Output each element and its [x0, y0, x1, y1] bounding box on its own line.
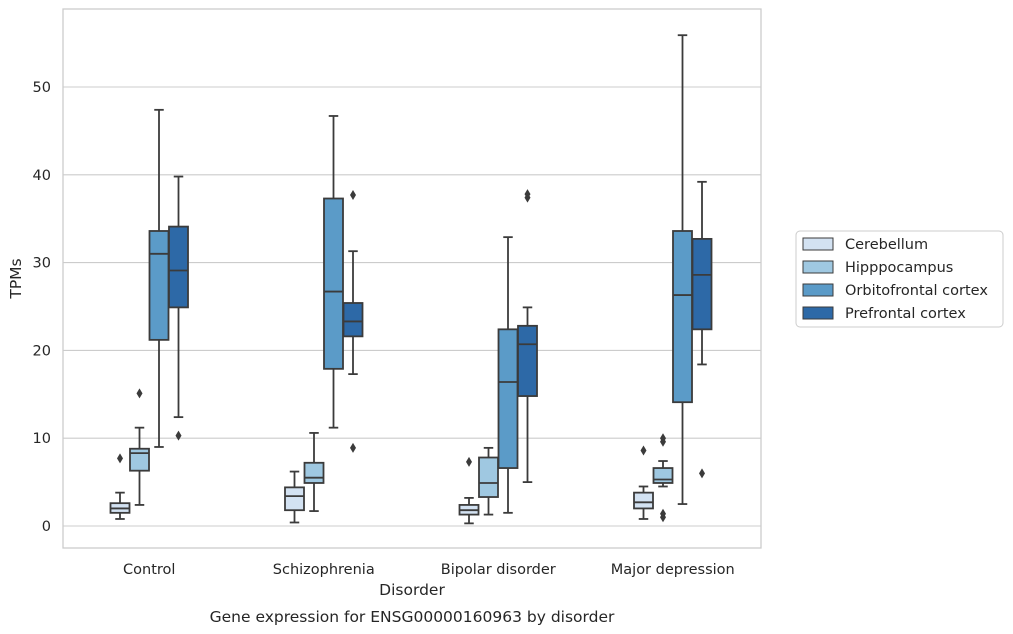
legend-label: Hipppocampus — [845, 260, 953, 276]
box-iqr — [497, 328, 519, 469]
y-axis-label: TPMs — [7, 258, 25, 299]
y-tick-label: 40 — [33, 168, 51, 184]
box-iqr — [633, 491, 654, 510]
box-group — [168, 175, 189, 441]
box-iqr — [284, 486, 305, 512]
box-iqr — [517, 324, 538, 397]
box-iqr — [303, 461, 325, 484]
legend-label: Orbitofrontal cortex — [845, 283, 988, 299]
box-group — [342, 189, 364, 453]
legend: Cerebellum Hipppocampus Orbitofrontal cort… — [795, 230, 1004, 328]
chart-caption: Gene expression for ENSG00000160963 by d… — [210, 608, 615, 626]
box-iqr — [342, 302, 364, 338]
box-iqr — [148, 230, 170, 341]
outlier-point — [350, 189, 356, 200]
x-tick-label: Major depression — [611, 562, 735, 578]
legend-swatch — [802, 306, 834, 320]
box-iqr — [672, 230, 693, 404]
x-tick-labels: Control Schizophrenia Bipolar disorder Majo… — [123, 562, 735, 578]
box-group — [652, 433, 674, 523]
outlier-point — [136, 388, 143, 399]
outlier-point — [175, 430, 182, 441]
legend-label: Cerebellum — [845, 237, 928, 253]
legend-swatch — [802, 283, 834, 297]
outlier-point — [660, 433, 666, 444]
box-group — [284, 470, 305, 524]
y-tick-label: 50 — [33, 80, 51, 96]
x-tick-label: Control — [123, 562, 175, 578]
outlier-point — [466, 456, 472, 467]
y-tick-labels: 0 10 20 30 40 50 — [33, 80, 51, 535]
y-tick-label: 10 — [33, 431, 51, 447]
box-group — [323, 115, 344, 429]
box-groups — [109, 34, 713, 525]
box-group — [478, 446, 499, 516]
y-tick-label: 20 — [33, 343, 51, 359]
box-group — [672, 34, 693, 505]
legend-swatch — [802, 237, 834, 251]
outlier-point — [699, 468, 705, 479]
box-group — [517, 189, 538, 484]
outlier-point — [524, 189, 531, 200]
box-iqr — [129, 447, 150, 472]
legend-frame — [795, 230, 1004, 328]
box-iqr — [323, 197, 344, 370]
y-tick-label: 30 — [33, 256, 51, 272]
box-group — [497, 236, 519, 514]
box-group — [458, 456, 480, 525]
x-tick-label: Schizophrenia — [273, 562, 375, 578]
legend-label: Prefrontal cortex — [845, 306, 966, 322]
box-group — [691, 180, 713, 479]
box-group — [303, 432, 325, 512]
outlier-point — [660, 508, 666, 519]
box-iqr — [478, 456, 499, 498]
y-tick-label: 0 — [42, 519, 51, 535]
box-group — [633, 445, 654, 520]
box-iqr — [168, 225, 189, 309]
box-iqr — [691, 237, 713, 331]
outlier-point — [640, 445, 647, 456]
outlier-point — [350, 442, 356, 453]
x-axis-label: Disorder — [379, 581, 445, 599]
box-iqr — [652, 467, 674, 484]
x-tick-label: Bipolar disorder — [441, 562, 556, 578]
plot-frame — [62, 8, 762, 549]
box-group — [109, 453, 131, 520]
box-group — [129, 388, 150, 506]
legend-swatch — [802, 260, 834, 274]
outlier-point — [117, 453, 123, 464]
